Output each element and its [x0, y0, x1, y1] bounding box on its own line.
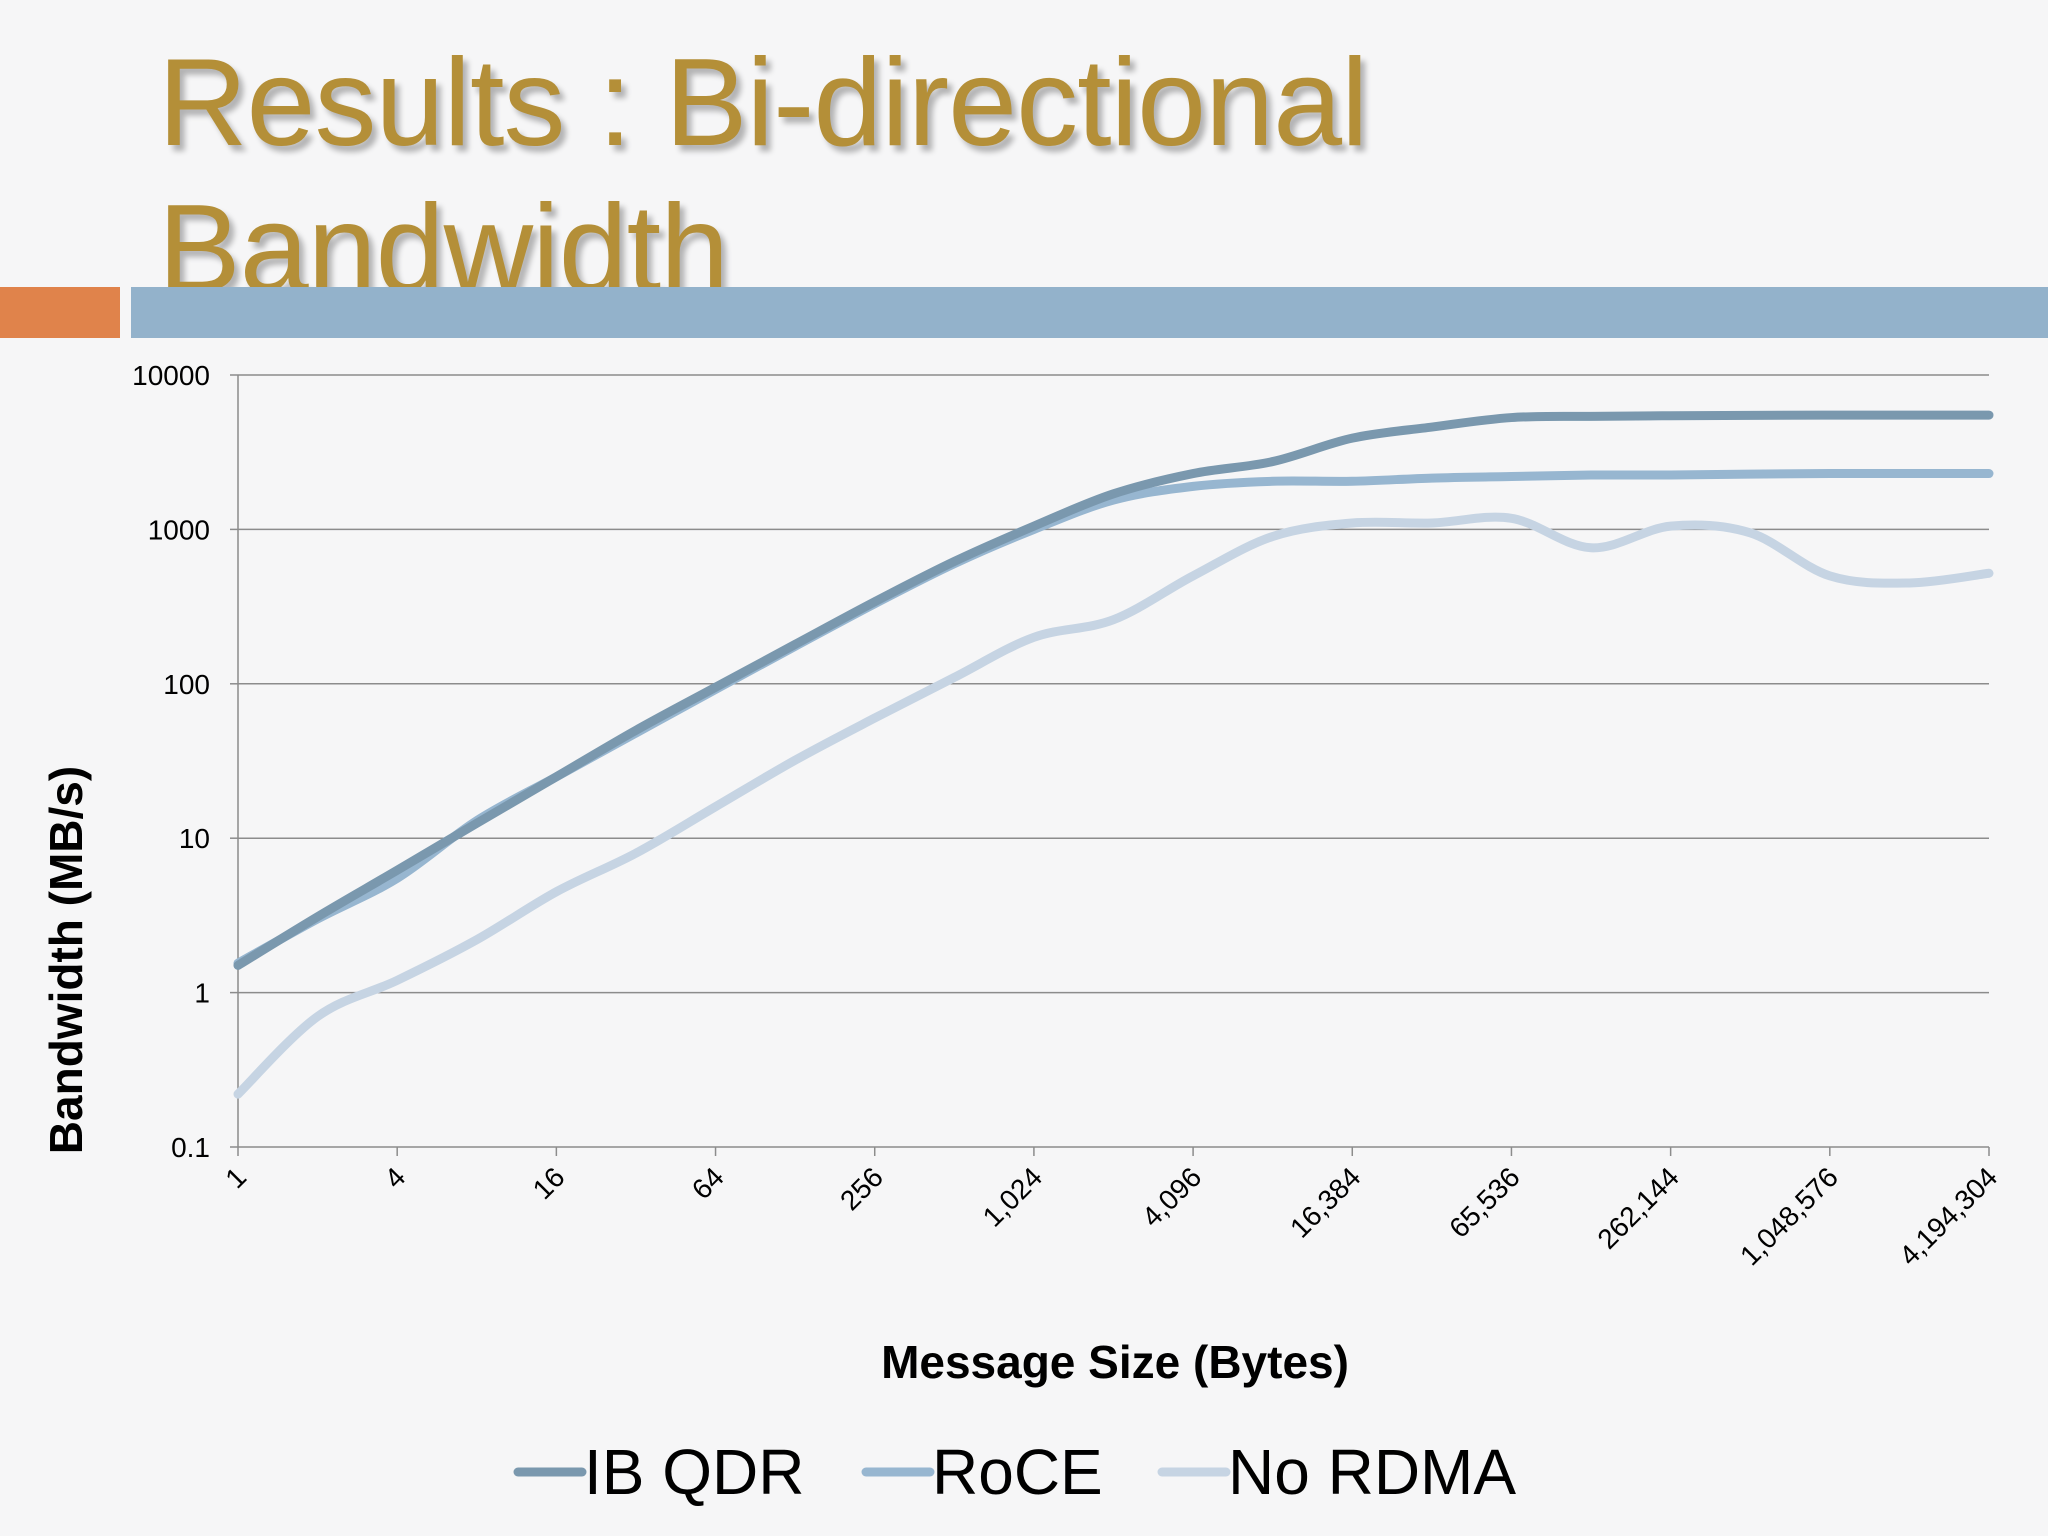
y-tick-label: 1000 — [148, 514, 210, 545]
x-tick-label: 65,536 — [1443, 1161, 1525, 1243]
x-tick-label: 262,144 — [1591, 1161, 1684, 1254]
series-line-ib-qdr — [233, 410, 1994, 970]
series-line-roce — [233, 469, 1994, 968]
y-axis-title: Bandwidth (MB/s) — [40, 766, 92, 1154]
legend-item-no-rdma: No RDMA — [1157, 1436, 1516, 1508]
legend-label: IB QDR — [584, 1436, 804, 1508]
legend-item-ib-qdr: IB QDR — [513, 1436, 804, 1508]
series-layer — [233, 410, 1994, 1099]
y-tick-label: 1 — [194, 978, 210, 1009]
x-tick-label: 16 — [527, 1161, 571, 1205]
legend: IB QDR RoCE No RDMA — [513, 1436, 1516, 1508]
series-line-no-rdma — [233, 512, 1994, 1099]
legend-label: RoCE — [932, 1436, 1103, 1508]
x-tick-label: 4 — [378, 1161, 411, 1194]
x-tick-label: 64 — [686, 1161, 730, 1205]
y-tick-label: 100 — [163, 669, 210, 700]
x-axis-title: Message Size (Bytes) — [881, 1336, 1349, 1388]
title-accent-orange-bar — [0, 287, 120, 338]
x-tick-label: 4,096 — [1136, 1161, 1207, 1232]
grid-layer — [238, 374, 1989, 994]
title-accent-blue-bar — [131, 287, 2048, 338]
axis-layer — [230, 374, 1990, 1156]
legend-item-roce: RoCE — [861, 1436, 1103, 1508]
x-tick-label: 1,024 — [977, 1161, 1048, 1232]
x-tick-label: 4,194,304 — [1893, 1161, 2003, 1271]
slide-title-line-1: Results : Bi-directional — [158, 34, 1369, 172]
x-tick-label: 1,048,576 — [1734, 1161, 1844, 1271]
y-tick-label: 0.1 — [171, 1132, 210, 1163]
label-layer: 0.1 1 10 100 1000 10000 1 4 16 64 256 1,024 4,096 16,… — [132, 360, 2003, 1271]
y-tick-label: 10000 — [132, 360, 210, 391]
x-tick-label: 1 — [219, 1161, 252, 1194]
bandwidth-chart: 0.1 1 10 100 1000 10000 1 4 16 64 256 1,024 4,096 16,… — [40, 360, 2003, 1508]
x-tick-label: 256 — [834, 1161, 889, 1216]
y-tick-label: 10 — [179, 823, 210, 854]
x-tick-label: 16,384 — [1284, 1161, 1366, 1243]
slide-title: Results : Bi-directional Bandwidth — [158, 30, 1369, 322]
legend-label: No RDMA — [1228, 1436, 1516, 1508]
